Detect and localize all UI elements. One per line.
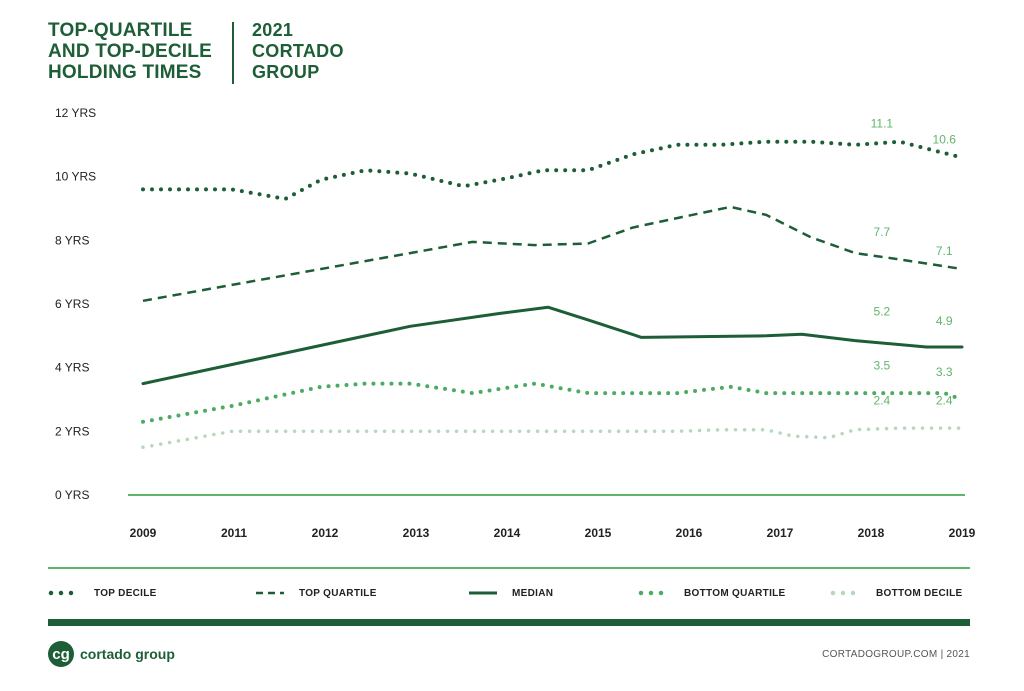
x-tick-label: 2009 [130,526,157,540]
series-line-bottom-decile [141,426,964,450]
legend-item: BOTTOM DECILE [830,582,963,604]
legend-label: TOP QUARTILE [299,587,377,599]
data-label: 7.1 [936,244,953,258]
line-chart: 0 YRS 2 YRS 4 YRS 6 YRS 8 YRS 10 YRS 12 YRS 200… [55,106,976,540]
y-tick-label: 0 YRS [55,488,89,502]
series-line-top-quartile [142,205,963,303]
chart-header: TOP-QUARTILE AND TOP-DECILE HOLDING TIME… [48,20,362,84]
legend-label: BOTTOM DECILE [876,587,963,599]
chart-subtitle: 2021 CORTADO GROUP [252,20,344,82]
cortado-logo: cg cortado group [48,641,175,667]
legend-item: TOP DECILE [48,582,157,604]
data-label: 7.7 [874,225,891,239]
data-label: 5.2 [874,304,891,318]
logo-mark-icon: cg [48,641,74,667]
logo-text: cortado group [80,646,175,662]
data-label: 10.6 [933,133,957,147]
data-label: 2.4 [936,394,953,408]
data-label: 3.5 [874,359,891,373]
x-tick-label: 2018 [858,526,885,540]
data-label: 4.9 [936,314,953,328]
legend-swatch-icon [48,590,82,596]
legend-swatch-icon [469,591,497,595]
x-tick-label: 2013 [403,526,430,540]
y-tick-label: 8 YRS [55,233,89,247]
data-label: 11.1 [871,117,894,131]
series-line-median [141,305,964,386]
y-tick-label: 4 YRS [55,361,89,375]
series-line-bottom-quartile [141,381,964,424]
footer-website: CORTADOGROUP.COM | 2021 [822,649,970,660]
title-divider [232,22,234,84]
x-tick-label: 2014 [494,526,521,540]
chart-legend: TOP DECILE TOP QUARTILE MEDIAN BOTTOM QUART… [48,582,970,604]
legend-swatch-icon [638,590,672,596]
x-tick-label: 2011 [221,526,247,540]
x-tick-label: 2017 [767,526,794,540]
legend-swatch-icon [830,590,864,596]
chart-title: TOP-QUARTILE AND TOP-DECILE HOLDING TIME… [48,20,212,83]
series-line-top-decile [141,139,964,201]
y-tick-label: 2 YRS [55,424,89,438]
data-label: 2.4 [874,394,891,408]
legend-item: TOP QUARTILE [253,582,377,604]
legend-item: MEDIAN [466,582,553,604]
legend-divider [48,567,970,569]
legend-label: TOP DECILE [94,587,157,599]
legend-label: MEDIAN [512,587,554,599]
legend-item: BOTTOM QUARTILE [638,582,786,604]
data-label: 3.3 [936,365,953,379]
legend-swatch-icon [256,591,284,595]
footer-bar [48,619,970,626]
x-tick-label: 2019 [949,526,976,540]
legend-label: BOTTOM QUARTILE [684,587,786,599]
x-tick-label: 2016 [676,526,703,540]
x-tick-label: 2015 [585,526,612,540]
x-tick-label: 2012 [312,526,339,540]
footer: cg cortado group CORTADOGROUP.COM | 2021 [48,641,970,671]
y-tick-label: 10 YRS [55,170,96,184]
y-tick-label: 12 YRS [55,106,96,120]
y-tick-label: 6 YRS [55,297,89,311]
